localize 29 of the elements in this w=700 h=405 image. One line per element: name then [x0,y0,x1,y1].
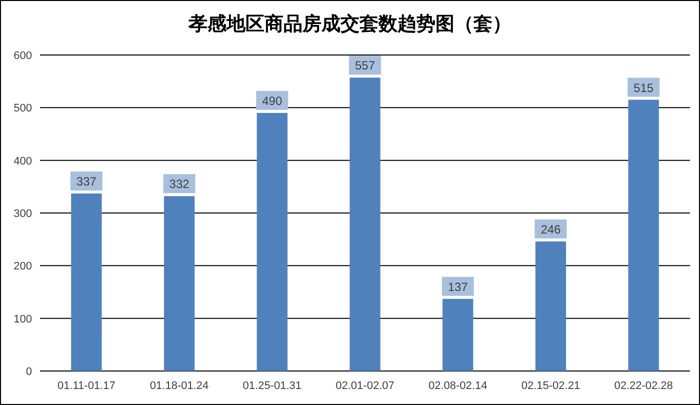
x-tick-label: 01.11-01.17 [57,380,116,392]
data-label: 515 [634,80,654,95]
y-tick-label: 0 [26,366,32,378]
y-tick-label: 400 [14,155,32,168]
bar [350,78,380,371]
bar [164,196,195,371]
data-label: 332 [169,177,190,192]
data-label: 137 [448,280,468,294]
x-tick-label: 01.18-01.24 [150,380,209,392]
x-tick-label: 02.15-02.21 [521,380,580,392]
y-tick-label: 100 [14,313,32,326]
y-tick-label: 500 [14,102,32,115]
x-tick-label: 02.01-02.07 [336,380,394,392]
bar [256,112,288,371]
x-tick-label: 02.08-02.14 [428,380,488,392]
y-tick-label: 200 [14,260,32,273]
bar [535,241,566,371]
bar [71,194,102,371]
bar [442,298,474,371]
y-tick-label: 300 [14,208,32,220]
chart-title: 孝感地区商品房成交套数趋势图（套） [188,13,512,35]
y-tick-label: 600 [14,50,32,62]
x-tick-label: 02.22-02.28 [614,380,673,392]
data-label: 337 [76,174,97,189]
x-tick-label: 01.25-01.31 [242,380,302,392]
bar [628,100,659,371]
data-label: 557 [354,58,376,73]
data-label: 490 [262,94,282,108]
data-label: 246 [540,222,562,236]
